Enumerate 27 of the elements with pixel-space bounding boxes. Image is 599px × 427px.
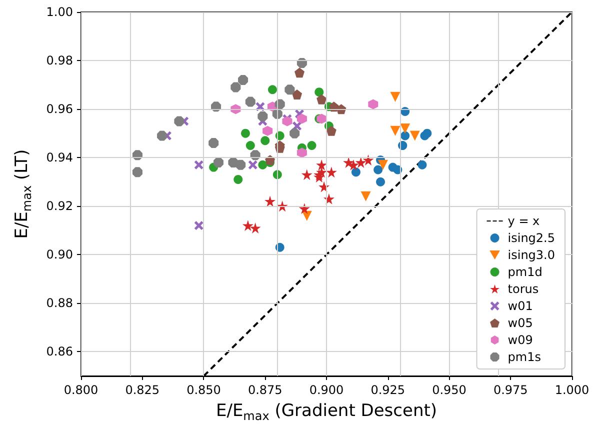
legend-label: ising2.5: [508, 231, 556, 245]
x-tick-label: 0.900: [309, 383, 344, 397]
y-tick-label: 0.96: [46, 102, 73, 116]
y-tick-label: 0.86: [46, 344, 73, 359]
legend-label: ising3.0: [508, 248, 556, 262]
legend-label: pm1s: [508, 350, 541, 364]
x-tick-label: 0.800: [64, 383, 98, 397]
x-tick-label: 1.000: [554, 383, 590, 397]
y-tick-label: 0.94: [46, 150, 73, 165]
y-tick-label: 0.98: [46, 54, 73, 68]
y-tick-label: 1.00: [46, 5, 73, 19]
x-tick-label: 0.975: [493, 383, 528, 397]
y-tick-label: 0.90: [46, 248, 73, 262]
x-tick-label: 0.950: [432, 383, 466, 397]
legend-label: w01: [508, 299, 533, 313]
y-tick-label: 0.92: [46, 199, 73, 214]
legend-label: w05: [508, 316, 533, 330]
legend-label: pm1d: [508, 265, 542, 279]
x-tick-label: 0.850: [186, 383, 221, 397]
y-tick-label: 0.88: [46, 296, 73, 310]
x-tick-label: 0.875: [248, 383, 282, 397]
x-tick-label: 0.825: [125, 383, 160, 397]
x-tick-label: 0.925: [370, 383, 406, 397]
legend-label: w09: [508, 333, 533, 347]
y-axis-title: E/Emax (LT): [12, 149, 34, 239]
legend-label: torus: [508, 282, 539, 296]
legend-label: y = x: [508, 214, 540, 228]
